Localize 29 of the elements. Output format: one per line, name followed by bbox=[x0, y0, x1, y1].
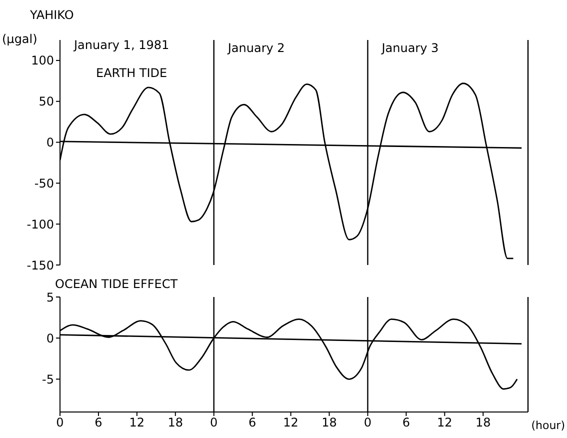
y-tick-label: -150 bbox=[26, 258, 54, 272]
x-tick-label: 6 bbox=[402, 416, 410, 430]
x-tick-label: 0 bbox=[56, 416, 64, 430]
y-axis-title: (μgal) bbox=[2, 32, 38, 46]
chart-title: YAHIKO bbox=[30, 8, 74, 22]
chart-title: OCEAN TIDE EFFECT bbox=[55, 277, 178, 291]
x-tick-label: 12 bbox=[129, 416, 145, 430]
x-tick-label: 0 bbox=[364, 416, 372, 430]
y-tick-label: -100 bbox=[26, 217, 54, 232]
annotation: EARTH TIDE bbox=[96, 66, 168, 80]
y-tick-label: 5 bbox=[46, 290, 54, 304]
x-tick-label: 6 bbox=[248, 416, 256, 430]
y-tick-label: -5 bbox=[42, 372, 54, 386]
x-tick-label: 12 bbox=[283, 416, 298, 430]
ref-line-label: January 3 bbox=[380, 41, 439, 55]
y-tick-label: 50 bbox=[38, 94, 54, 109]
y-tick-label: 0 bbox=[46, 331, 54, 346]
x-axis-title: (hour) bbox=[531, 419, 565, 432]
x-tick-label: 18 bbox=[322, 416, 337, 430]
x-tick-label: 12 bbox=[437, 416, 452, 430]
y-tick-label: 100 bbox=[31, 54, 54, 68]
x-tick-label: 18 bbox=[475, 416, 491, 430]
ref-line-label: January 2 bbox=[226, 41, 285, 55]
x-tick-label: 0 bbox=[210, 416, 218, 430]
x-tick-label: 6 bbox=[94, 416, 102, 430]
annotation: January 1, 1981 bbox=[74, 38, 170, 52]
y-tick-label: -50 bbox=[34, 176, 54, 190]
y-tick-label: 0 bbox=[46, 136, 54, 150]
x-tick-label: 18 bbox=[168, 416, 184, 430]
